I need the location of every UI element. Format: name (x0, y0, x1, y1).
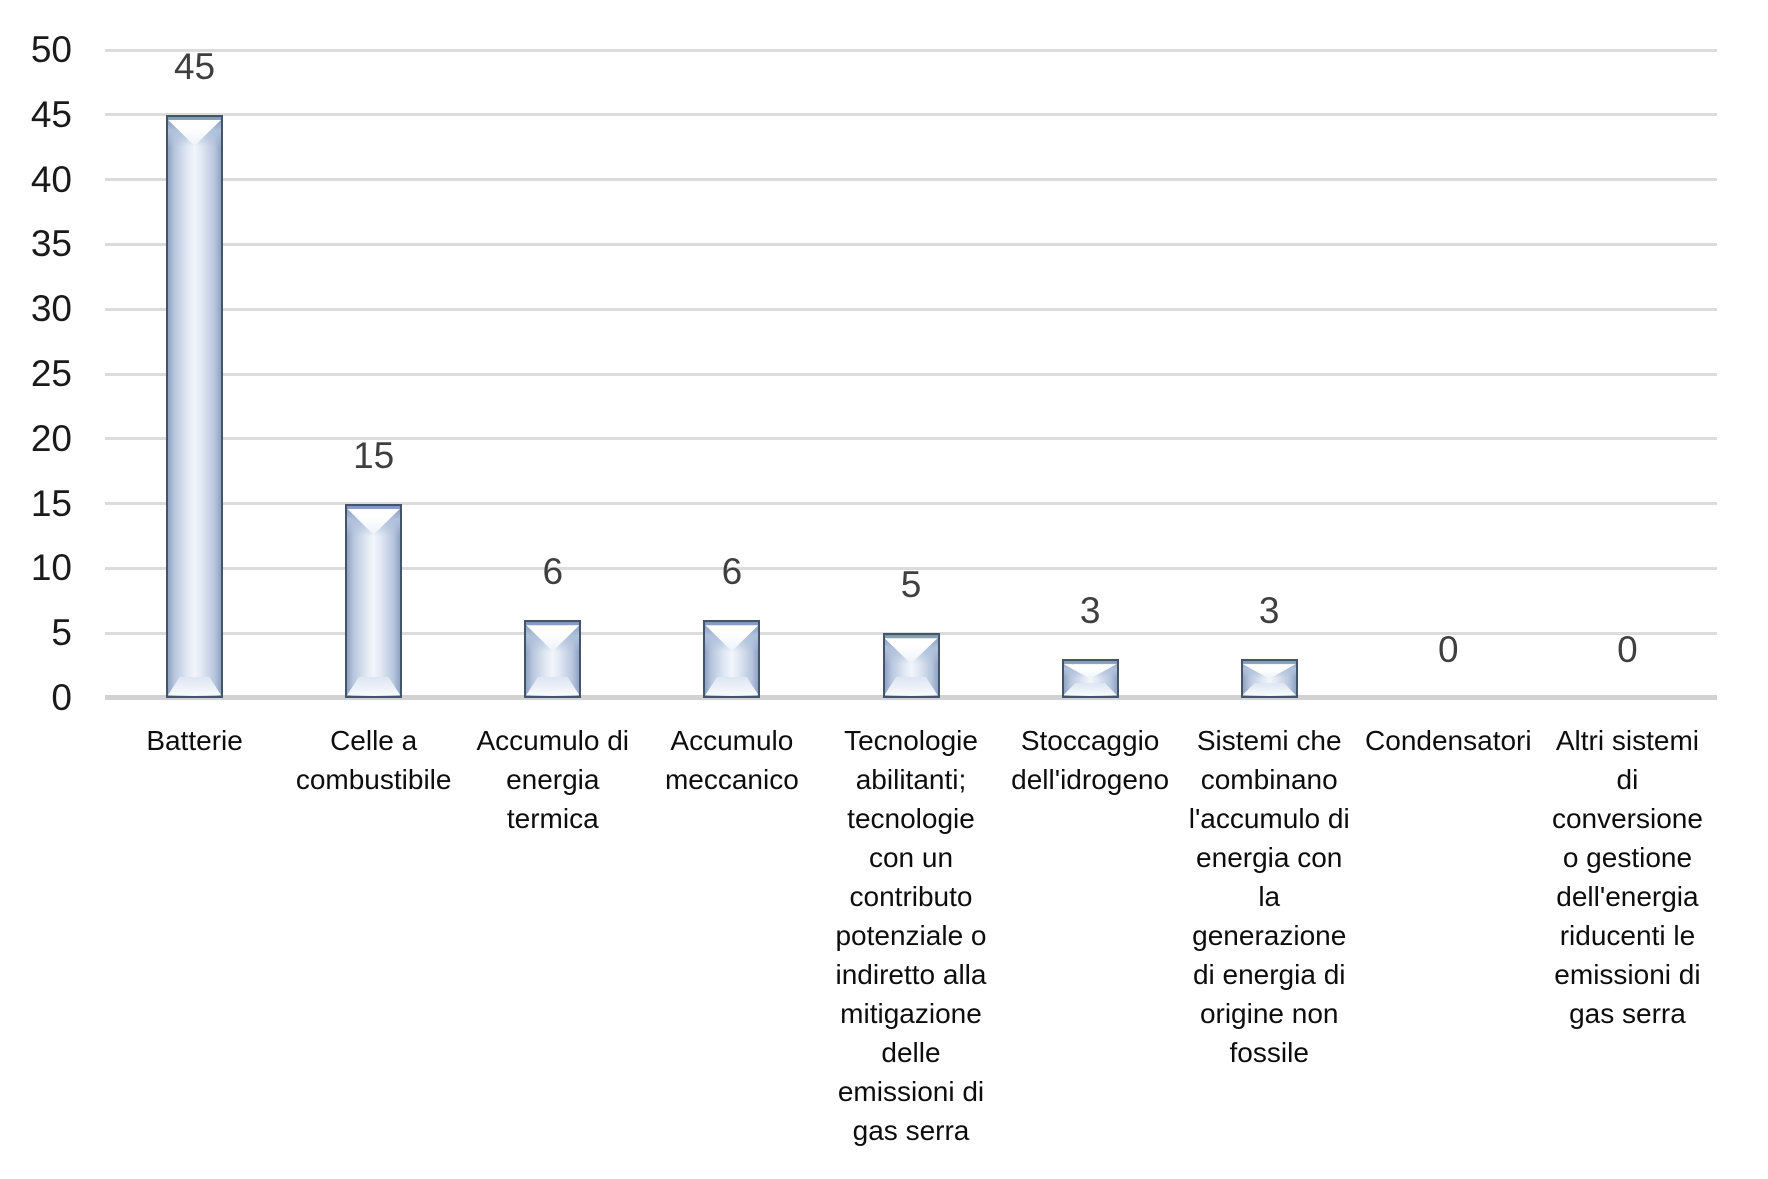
bar (166, 114, 224, 698)
bar (524, 620, 582, 698)
y-axis-tick-label: 20 (30, 417, 72, 459)
category-label-line: Sistemi che (1196, 725, 1342, 756)
category-label-line: gas serra (852, 1115, 970, 1146)
category-label-line: dell'energia (1556, 881, 1699, 912)
bar-value-label: 0 (1617, 629, 1638, 670)
category-label-line: emissioni di (1554, 959, 1701, 990)
category-label-line: meccanico (664, 764, 799, 795)
category-label: Batterie (100, 721, 290, 760)
category-label-line: energia con (1196, 842, 1343, 873)
category-label: Celle a combustibile (279, 721, 469, 799)
category-label-line: l'accumulo di (1188, 803, 1350, 834)
plot-area: 45 15 6 6 5 3 3 0 0 (105, 0, 1717, 700)
category-label-line: Celle a (330, 725, 418, 756)
category-label-line: Condensatori (1365, 725, 1532, 756)
category-label: Accumulo meccanico (637, 721, 827, 799)
y-axis-tick-label: 35 (30, 223, 72, 265)
gridline (105, 178, 1717, 182)
category-label: Sistemi che combinano l'accumulo di energia… (1174, 721, 1364, 1072)
category-label-line: tecnologie (847, 803, 975, 834)
gridline (105, 113, 1717, 117)
category-label-line: gas serra (1569, 998, 1686, 1029)
bar-bottom-bevel (1242, 683, 1296, 695)
bar-bottom-bevel (884, 677, 938, 695)
bar-value-label: 3 (1258, 590, 1280, 632)
gridline (105, 566, 1717, 570)
category-label-line: Batterie (146, 725, 243, 756)
bar-bottom-bevel (526, 677, 580, 695)
bar (703, 620, 761, 698)
bar-value-label: 15 (353, 434, 395, 476)
category-label-line: o gestione (1562, 842, 1693, 873)
gridline (105, 502, 1717, 506)
category-label-line: conversione (1551, 803, 1703, 834)
category-label-line: con un (868, 842, 954, 873)
y-axis-tick-label: 50 (30, 29, 72, 70)
category-label: Altri sistemi di conversione o gestione dell… (1532, 721, 1722, 1033)
category-label-line: la (1258, 881, 1281, 912)
gridline (105, 372, 1717, 376)
category-label: Condensatori (1353, 721, 1543, 760)
category-label-line: Accumulo di (476, 725, 630, 756)
category-label: Tecnologie abilitanti; tecnologie con un con… (816, 721, 1006, 1150)
category-label-line: indiretto alla (835, 959, 987, 990)
category-label-line: contributo (849, 881, 973, 912)
y-axis-tick-label: 10 (30, 547, 72, 589)
category-label-line: Altri sistemi (1555, 725, 1699, 756)
bar-value-label: 45 (173, 45, 216, 87)
bar-value-label: 5 (900, 564, 922, 606)
bar (345, 503, 403, 698)
category-label-line: abilitanti; (855, 764, 967, 795)
category-label-line: riducenti le (1559, 920, 1696, 951)
category-label-line: mitigazione (840, 998, 982, 1029)
category-label-line: di (1616, 764, 1639, 795)
y-axis-tick-label: 5 (51, 612, 72, 654)
y-axis-tick-label: 25 (30, 353, 72, 394)
y-axis-tick-label: 0 (51, 677, 72, 718)
category-label: Accumulo di energia termica (458, 721, 648, 838)
y-axis-tick-label: 45 (30, 93, 72, 135)
category-label-line: combustibile (295, 764, 452, 795)
gridline (105, 437, 1717, 441)
category-label-line: emissioni di (837, 1076, 985, 1107)
category-label-line: energia (506, 764, 600, 795)
bar (882, 633, 940, 698)
category-label-line: potenziale o (835, 920, 987, 951)
y-axis-tick-labels: 0 5 10 15 20 25 30 35 40 45 50 (0, 0, 72, 718)
category-label-line: Tecnologie (844, 725, 978, 756)
gridline (105, 307, 1717, 311)
category-label-line: termica (506, 803, 599, 834)
bar-value-label: 0 (1438, 629, 1459, 670)
bar-value-label: 6 (542, 551, 564, 593)
y-axis-tick-label: 30 (30, 288, 72, 330)
bar-bottom-bevel (347, 677, 401, 695)
bar-value-label: 6 (721, 551, 743, 593)
bar-bottom-bevel (705, 677, 759, 695)
bar (1061, 659, 1119, 698)
bar (1240, 659, 1298, 698)
bar-bottom-bevel (1063, 683, 1117, 695)
category-label-line: dell'idrogeno (1011, 764, 1170, 795)
bar-value-label: 3 (1079, 590, 1101, 632)
y-axis-tick-label: 40 (30, 158, 72, 200)
category-label-line: generazione (1192, 920, 1347, 951)
category-label-line: Stoccaggio (1020, 725, 1160, 756)
category-label-line: di energia di (1192, 959, 1346, 990)
gridline (105, 242, 1717, 246)
category-label-line: origine non (1199, 998, 1339, 1029)
category-label-line: fossile (1229, 1037, 1309, 1068)
category-label: Stoccaggio dell'idrogeno (995, 721, 1185, 799)
category-label-line: delle (881, 1037, 941, 1068)
bar-bottom-bevel (168, 677, 222, 695)
y-axis-tick-label: 15 (30, 482, 72, 524)
category-label-line: Accumulo (670, 725, 794, 756)
gridline (105, 48, 1717, 52)
category-label-line: combinano (1200, 764, 1338, 795)
